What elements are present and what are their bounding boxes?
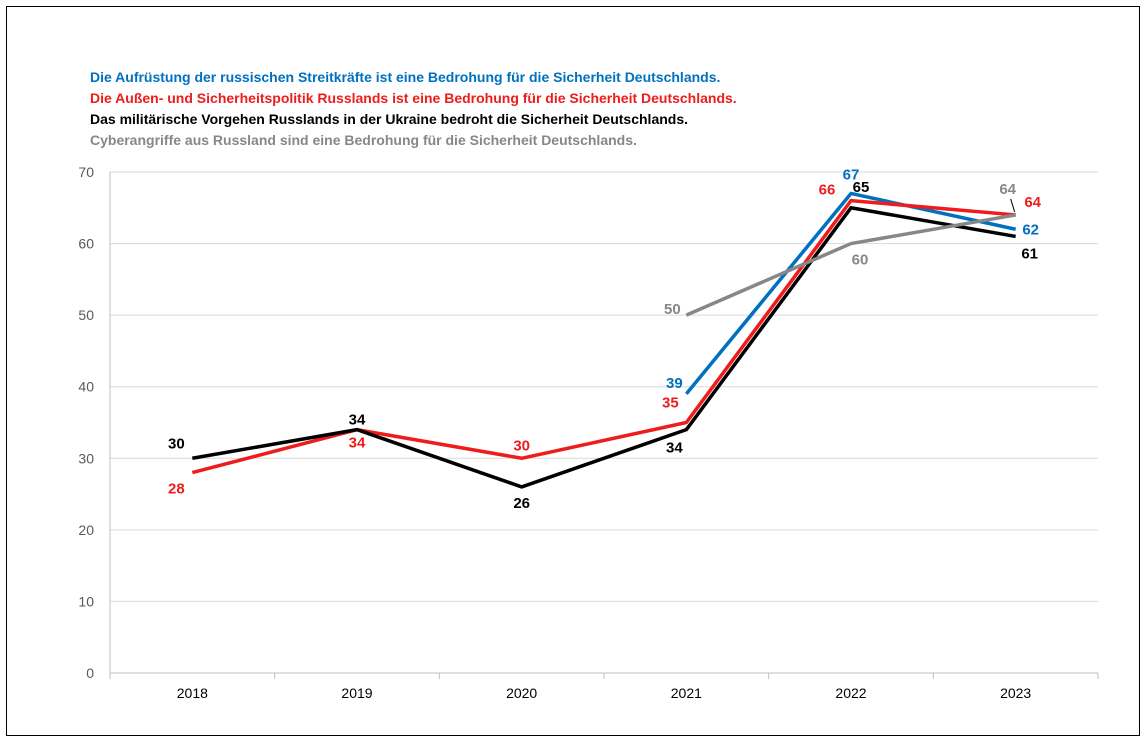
- chart-legend: Die Aufrüstung der russischen Streitkräf…: [90, 67, 737, 151]
- x-tick-label: 2018: [177, 685, 208, 701]
- chart-frame: Die Aufrüstung der russischen Streitkräf…: [6, 6, 1140, 736]
- data-label-s1-2023: 64: [1024, 194, 1041, 211]
- y-tick-label: 10: [78, 593, 94, 609]
- y-tick-label: 0: [86, 665, 94, 681]
- data-label-s0-2023: 62: [1022, 221, 1039, 238]
- y-tick-label: 60: [78, 236, 94, 252]
- data-label-s1-2018: 28: [168, 481, 185, 498]
- data-label-s2-2022: 65: [853, 179, 870, 196]
- data-label-s1-2019: 34: [349, 435, 366, 452]
- x-tick-label: 2023: [1000, 685, 1031, 701]
- data-label-s1-2022: 66: [819, 182, 836, 199]
- series-line-2: [192, 206, 1016, 489]
- data-label-s2-2018: 30: [168, 435, 185, 452]
- x-tick-label: 2022: [835, 685, 866, 701]
- x-tick-label: 2021: [671, 685, 702, 701]
- data-label-s1-2020: 30: [513, 437, 530, 454]
- data-label-s1-2021: 35: [662, 395, 679, 412]
- y-tick-label: 30: [78, 450, 94, 466]
- y-tick-label: 70: [78, 164, 94, 180]
- data-label-s3-2023: 64: [999, 181, 1016, 198]
- data-label-s2-2020: 26: [513, 495, 530, 512]
- data-label-s2-2023: 61: [1021, 245, 1038, 262]
- y-tick-label: 20: [78, 522, 94, 538]
- series-line-1: [191, 198, 1016, 475]
- legend-entry-ukraine: Das militärische Vorgehen Russlands in d…: [90, 111, 689, 127]
- data-label-s0-2022: 67: [843, 166, 860, 183]
- data-label-s2-2021: 34: [666, 440, 683, 457]
- y-tick-label: 40: [78, 379, 94, 395]
- y-tick-label: 50: [78, 307, 94, 323]
- legend-entry-aussenpolitik: Die Außen- und Sicherheitspolitik Russla…: [90, 90, 737, 106]
- legend-entry-cyberangriffe: Cyberangriffe aus Russland sind eine Bed…: [90, 132, 637, 148]
- data-label-s3-2021: 50: [664, 301, 681, 318]
- x-tick-label: 2019: [341, 685, 372, 701]
- data-label-s2-2019: 34: [349, 412, 366, 429]
- data-label-s0-2021: 39: [666, 375, 683, 392]
- data-label-leader-line: [1010, 198, 1016, 213]
- x-tick-label: 2020: [506, 685, 537, 701]
- series-line-3: [685, 213, 1016, 317]
- data-label-s3-2022: 60: [852, 252, 869, 269]
- legend-entry-aufruestung: Die Aufrüstung der russischen Streitkräf…: [90, 69, 721, 85]
- series-line-0: [684, 191, 1017, 395]
